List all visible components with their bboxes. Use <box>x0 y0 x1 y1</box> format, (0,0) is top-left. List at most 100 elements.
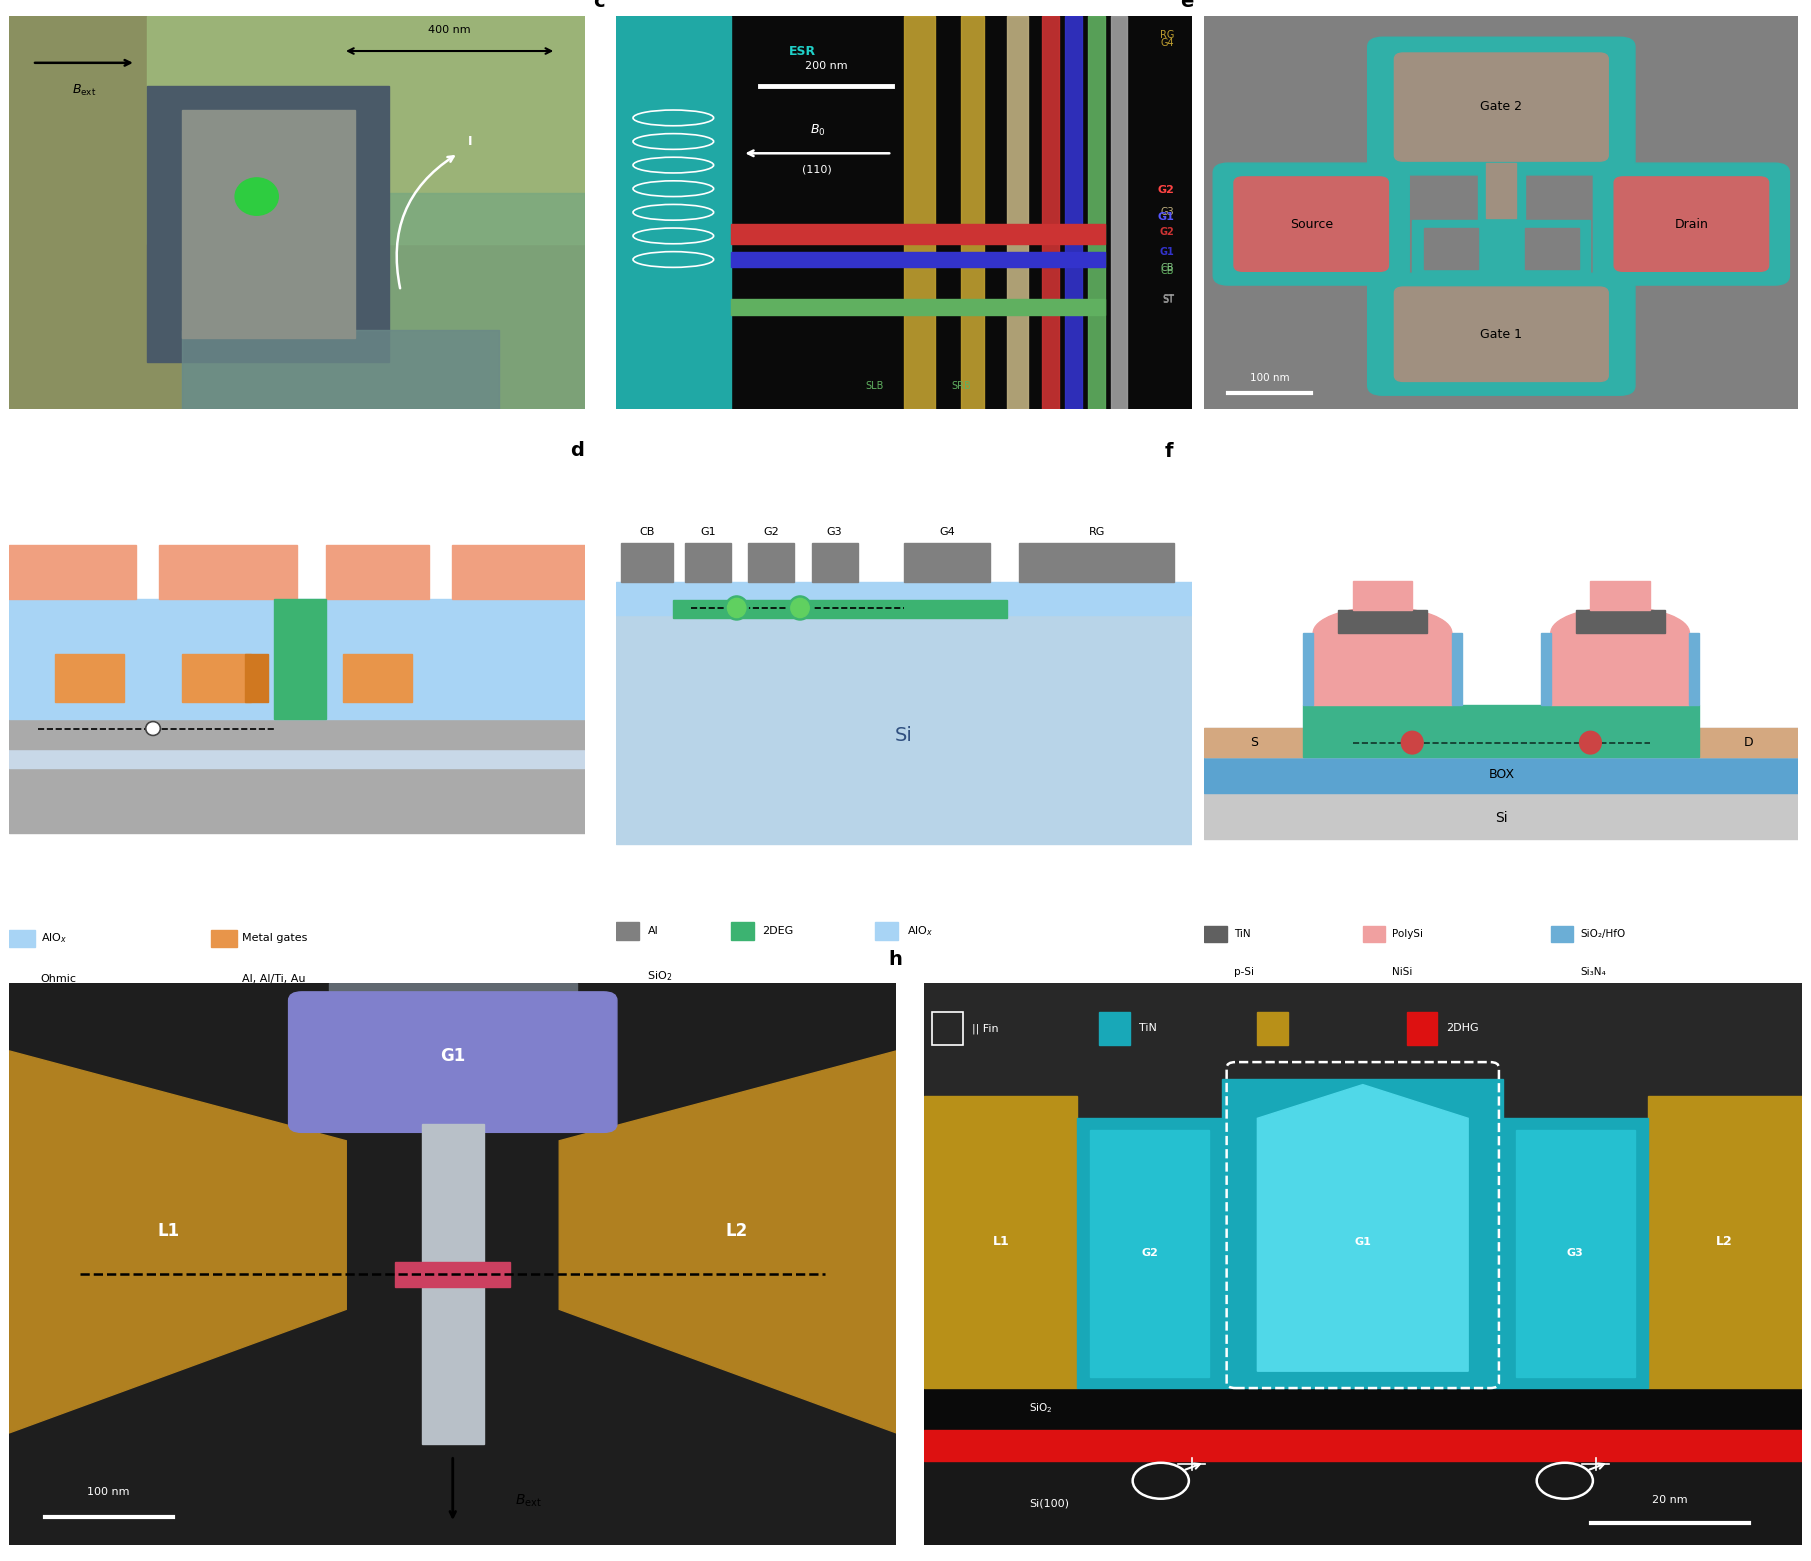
Bar <box>904 543 991 582</box>
Text: Drain: Drain <box>1675 217 1708 231</box>
Bar <box>904 16 934 409</box>
Text: f: f <box>1164 442 1174 462</box>
Bar <box>616 923 639 940</box>
Bar <box>1487 164 1516 219</box>
Bar <box>1550 632 1690 706</box>
Text: G1: G1 <box>1355 1236 1371 1247</box>
Circle shape <box>147 723 159 734</box>
Text: Si: Si <box>895 726 913 745</box>
Bar <box>875 923 898 940</box>
Bar <box>1110 16 1126 409</box>
Bar <box>1576 610 1664 632</box>
Text: ST: ST <box>1163 293 1174 304</box>
Polygon shape <box>9 1051 346 1433</box>
Ellipse shape <box>1313 607 1452 659</box>
Bar <box>1690 632 1699 706</box>
Text: G2: G2 <box>1612 592 1628 603</box>
Text: || Fin: || Fin <box>973 1022 998 1033</box>
Text: 2DHG: 2DHG <box>1447 1024 1480 1033</box>
Bar <box>273 599 326 718</box>
Text: TiN: TiN <box>1139 1024 1157 1033</box>
Ellipse shape <box>1550 607 1690 659</box>
Text: I: I <box>467 136 473 148</box>
Text: G1: G1 <box>1159 247 1174 256</box>
Bar <box>685 543 732 582</box>
Bar <box>147 16 585 244</box>
Text: Ohmic: Ohmic <box>40 974 76 983</box>
Text: p-Si: p-Si <box>1233 968 1253 977</box>
Text: G3: G3 <box>1161 208 1174 217</box>
Text: 400 nm: 400 nm <box>429 25 471 36</box>
Bar <box>1353 581 1413 610</box>
Text: G4: G4 <box>940 528 954 537</box>
Text: Si: Si <box>1496 812 1507 826</box>
Text: Metal gates: Metal gates <box>243 933 308 943</box>
Bar <box>1204 757 1798 793</box>
Bar <box>924 1430 1802 1461</box>
Text: G1: G1 <box>1375 592 1391 603</box>
Bar <box>1362 965 1385 980</box>
Text: 200 nm: 200 nm <box>804 61 848 70</box>
Bar <box>1090 1130 1210 1377</box>
Bar <box>159 545 297 599</box>
Bar <box>9 599 585 637</box>
Bar <box>1648 1096 1802 1388</box>
Bar <box>1478 164 1525 225</box>
Bar <box>453 545 585 599</box>
Bar <box>621 543 674 582</box>
Bar <box>1550 965 1574 980</box>
FancyBboxPatch shape <box>1594 164 1789 286</box>
FancyBboxPatch shape <box>288 991 618 1132</box>
Text: 20 nm: 20 nm <box>1652 1495 1688 1505</box>
Text: G1: G1 <box>701 528 715 537</box>
Bar <box>181 192 585 409</box>
Bar <box>924 1096 1078 1388</box>
Text: L2: L2 <box>1717 1235 1733 1249</box>
Text: Gate 1: Gate 1 <box>1480 328 1523 340</box>
Bar <box>1020 543 1174 582</box>
Bar <box>1362 926 1385 941</box>
Text: G1: G1 <box>1157 212 1174 222</box>
Bar <box>9 930 34 948</box>
Bar <box>1078 1118 1222 1388</box>
Text: G2: G2 <box>1157 184 1174 195</box>
Bar <box>1338 610 1427 632</box>
Text: L1: L1 <box>992 1235 1009 1249</box>
FancyBboxPatch shape <box>1213 164 1409 286</box>
Circle shape <box>724 596 748 620</box>
Bar <box>1478 267 1525 283</box>
Bar <box>1065 16 1083 409</box>
Text: L1: L1 <box>158 1222 179 1239</box>
Bar <box>1088 16 1105 409</box>
Text: 100 nm: 100 nm <box>1250 373 1289 384</box>
FancyBboxPatch shape <box>1367 37 1635 175</box>
Bar <box>1516 1130 1635 1377</box>
Bar <box>924 1461 1802 1545</box>
Text: G2: G2 <box>764 528 779 537</box>
Bar <box>616 582 1192 615</box>
Polygon shape <box>560 1051 896 1433</box>
Text: D: D <box>1744 737 1753 749</box>
Text: Si: Si <box>1496 737 1507 749</box>
Bar <box>1204 727 1304 757</box>
Bar <box>616 615 1192 845</box>
Bar <box>1007 16 1027 409</box>
Text: AlO$_x$: AlO$_x$ <box>907 924 933 938</box>
Bar <box>1257 1012 1288 1046</box>
Bar <box>1699 727 1798 757</box>
Text: (110): (110) <box>802 165 833 175</box>
Text: RG: RG <box>1161 30 1174 41</box>
Bar <box>181 109 355 339</box>
Bar <box>244 654 268 702</box>
Text: S: S <box>1250 737 1259 749</box>
Text: AlO$_x$: AlO$_x$ <box>40 932 67 944</box>
Bar <box>1550 926 1574 941</box>
Text: $B_\mathrm{ext}$: $B_\mathrm{ext}$ <box>514 1492 541 1508</box>
Text: G3: G3 <box>1567 1249 1583 1258</box>
Bar <box>9 637 585 718</box>
Bar <box>342 654 413 702</box>
Text: e: e <box>1181 0 1193 11</box>
Circle shape <box>791 598 810 618</box>
Bar <box>1407 1012 1438 1046</box>
Text: L2: L2 <box>726 1222 748 1239</box>
